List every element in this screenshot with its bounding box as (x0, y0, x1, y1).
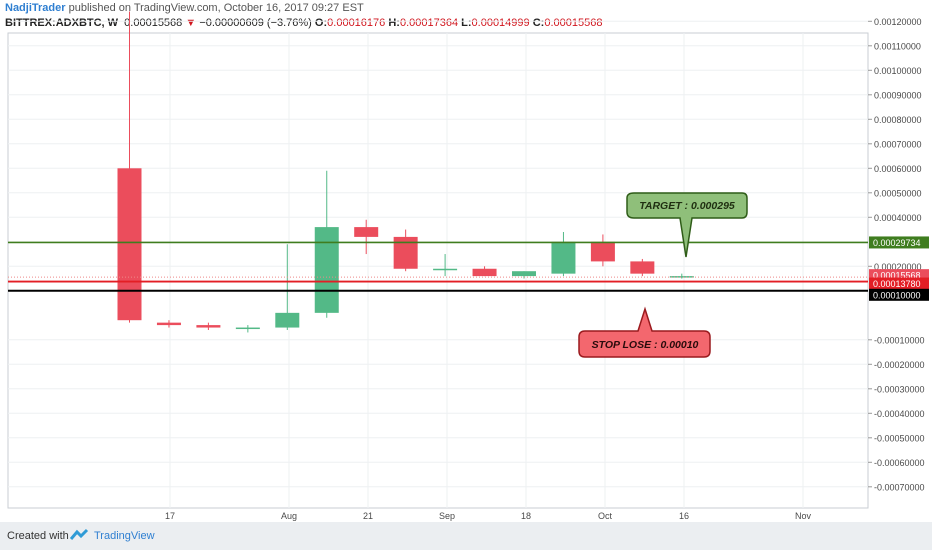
candle-body (314, 227, 339, 313)
symbol-name: BITTREX:ADXBTC, W (5, 17, 119, 29)
price-chart[interactable]: 0.00120000 0.00110000 0.00100000 0.00090000… (0, 0, 932, 522)
candle-body (117, 168, 142, 321)
y-tick-label: -0.00010000 (874, 335, 925, 345)
target-price-tag-bg (869, 236, 929, 249)
stop-price-tag-bg (869, 277, 929, 290)
low-label: L: (461, 17, 472, 29)
y-tick-label: 0.00040000 (874, 213, 922, 223)
author-name[interactable]: NadjiTrader (5, 2, 66, 14)
target-price-tag: 0.00029734 (873, 238, 921, 248)
candle-body (433, 268, 458, 271)
candle-body (551, 241, 576, 274)
stop-callout-text: STOP LOSE : 0.00010 (592, 339, 699, 351)
tradingview-logo-icon[interactable] (70, 528, 90, 542)
y-tick-label: -0.00070000 (874, 482, 925, 492)
high-label: H: (388, 17, 400, 29)
candle-body (512, 271, 536, 277)
symbol-header: BITTREX:ADXBTC, W 0.00015568 ▼ −0.000006… (5, 17, 602, 29)
footer-bar: Created with TradingView (0, 522, 932, 550)
candle-body (196, 325, 221, 328)
y-tick-label: -0.00030000 (874, 384, 925, 394)
target-callout-text: TARGET : 0.000295 (639, 200, 735, 212)
y-tick-label: 0.00120000 (874, 17, 922, 27)
candle-body (472, 268, 497, 277)
candle-body (630, 261, 655, 274)
candle-body (354, 227, 379, 237)
candle-body (235, 327, 260, 330)
candle-body (669, 276, 694, 278)
candle-body (590, 241, 615, 262)
x-tick-label: 17 (165, 511, 175, 521)
candle-body (156, 322, 181, 326)
y-tick-label: 0.00080000 (874, 115, 922, 125)
y-tick-label: 0.00070000 (874, 139, 922, 149)
low-value: 0.00014999 (471, 17, 530, 29)
last-price: 0.00015568 (124, 17, 183, 29)
x-tick-label: Nov (795, 511, 812, 521)
y-tick-label: 0.00100000 (874, 66, 922, 76)
plot-area (7, 32, 869, 509)
stop-price-tag: 0.00013780 (873, 279, 921, 289)
y-tick-label: 0.00060000 (874, 164, 922, 174)
y-tick-label: 0.00110000 (874, 41, 921, 51)
stop-callout (578, 306, 711, 358)
target-callout (626, 192, 748, 258)
y-tick-label: -0.00060000 (874, 458, 925, 468)
x-tick-label: 21 (363, 511, 373, 521)
close-value: 0.00015568 (544, 17, 603, 29)
y-tick-label: 0.00050000 (874, 188, 922, 198)
open-label: O: (314, 17, 328, 29)
tradingview-brand[interactable]: TradingView (94, 530, 155, 542)
y-tick-label: -0.00040000 (874, 409, 925, 419)
x-tick-label: Sep (439, 511, 455, 521)
support-price-tag-bg (869, 288, 929, 301)
last-price-tag: 0.00015568 (873, 271, 921, 281)
close-label: C: (532, 17, 545, 29)
candle-body (275, 312, 300, 328)
open-value: 0.00016176 (327, 17, 386, 29)
y-tick-label: -0.00050000 (874, 433, 925, 443)
x-tick-label: Aug (281, 511, 297, 521)
change-arrow-icon: ▼ (185, 17, 197, 29)
y-tick-label: 0.00090000 (874, 90, 922, 100)
publish-info: published on TradingView.com, October 16… (68, 2, 364, 14)
price-change: −0.00000609 (−3.76%) (199, 17, 312, 29)
high-value: 0.00017364 (399, 17, 459, 29)
support-price-tag: 0.00010000 (873, 290, 921, 300)
x-tick-label: Oct (598, 511, 613, 521)
x-tick-label: 18 (521, 511, 531, 521)
y-tick-label: 0.00020000 (874, 262, 922, 272)
publish-header: NadjiTrader published on TradingView.com… (5, 2, 364, 14)
y-tick-label: -0.00020000 (874, 360, 925, 370)
x-tick-label: 16 (679, 511, 689, 521)
created-with-label: Created with (7, 530, 69, 542)
